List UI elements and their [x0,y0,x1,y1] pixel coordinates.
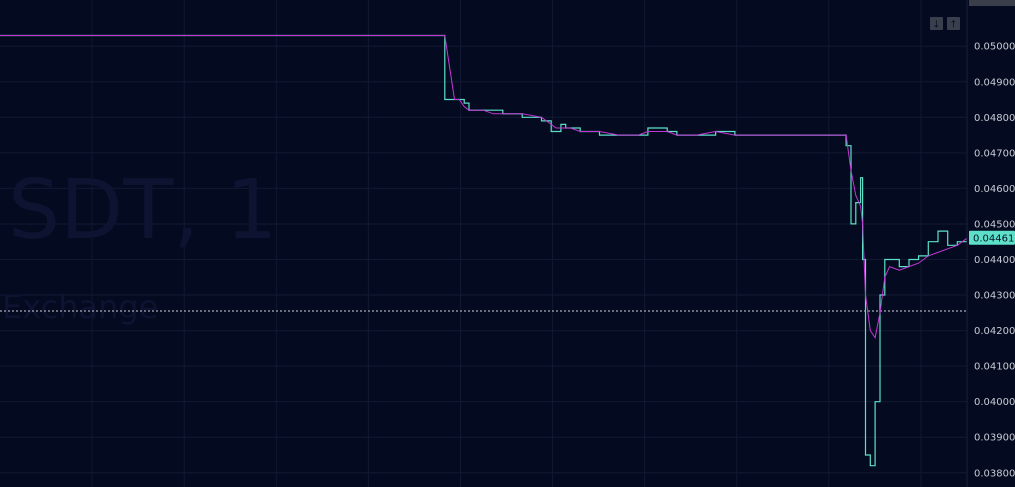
y-tick-label: 0.04600 [974,184,1015,195]
y-tick-label: 0.04200 [974,326,1015,337]
last-price-label: 0.04461 [973,233,1014,244]
y-tick-label: 0.04000 [974,397,1015,408]
arrow-up-icon: ↑ [949,20,957,31]
watermark-symbol: SDT, 1 [8,163,278,258]
scroll-down-button[interactable]: ↓ [930,17,943,31]
y-tick-label: 0.04500 [974,219,1015,230]
arrow-down-icon: ↓ [932,20,940,31]
y-tick-label: 0.04800 [974,113,1015,124]
y-tick-label: 0.04400 [974,255,1015,266]
watermark-exchange: Exchange [2,288,158,326]
y-tick-label: 0.04900 [974,77,1015,88]
y-tick-label: 0.04300 [974,291,1015,302]
scroll-up-button[interactable]: ↑ [947,17,960,31]
y-tick-label: 0.04100 [974,362,1015,373]
y-tick-label: 0.04700 [974,148,1015,159]
last-price-badge: 0.04461 [969,231,1015,245]
y-tick-label: 0.05000 [974,42,1015,53]
y-tick-label: 0.03900 [974,433,1015,444]
y-tick-label: 0.03800 [974,468,1015,479]
price-axis-scroll-handle[interactable] [969,0,1015,6]
